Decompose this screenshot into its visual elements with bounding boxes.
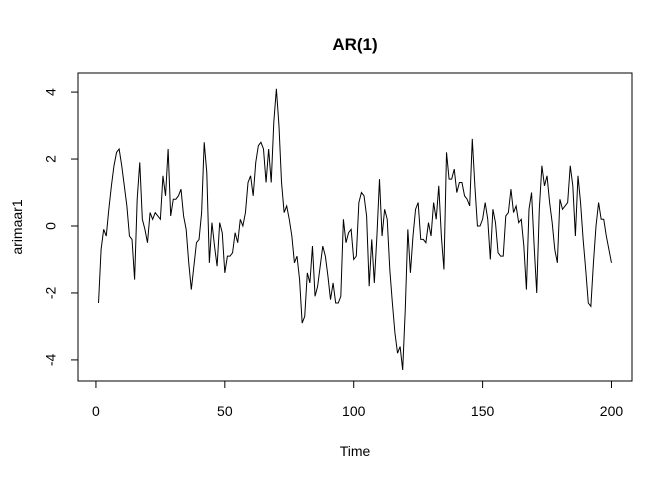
chart-title: AR(1) (332, 35, 377, 54)
series-line (98, 88, 612, 371)
x-tick-label: 100 (342, 403, 366, 419)
y-tick-label: 2 (43, 155, 59, 163)
x-tick-label: 200 (600, 403, 624, 419)
x-tick-label: 0 (92, 403, 100, 419)
y-tick-label: 4 (43, 88, 59, 96)
y-tick-label: -2 (43, 287, 59, 300)
x-tick-label: 50 (217, 403, 233, 419)
x-axis-label: Time (340, 443, 371, 459)
y-axis-label: arimaar1 (9, 199, 25, 254)
x-tick-label: 150 (471, 403, 495, 419)
y-tick-label: -4 (43, 353, 59, 366)
y-tick-label: 0 (43, 222, 59, 230)
